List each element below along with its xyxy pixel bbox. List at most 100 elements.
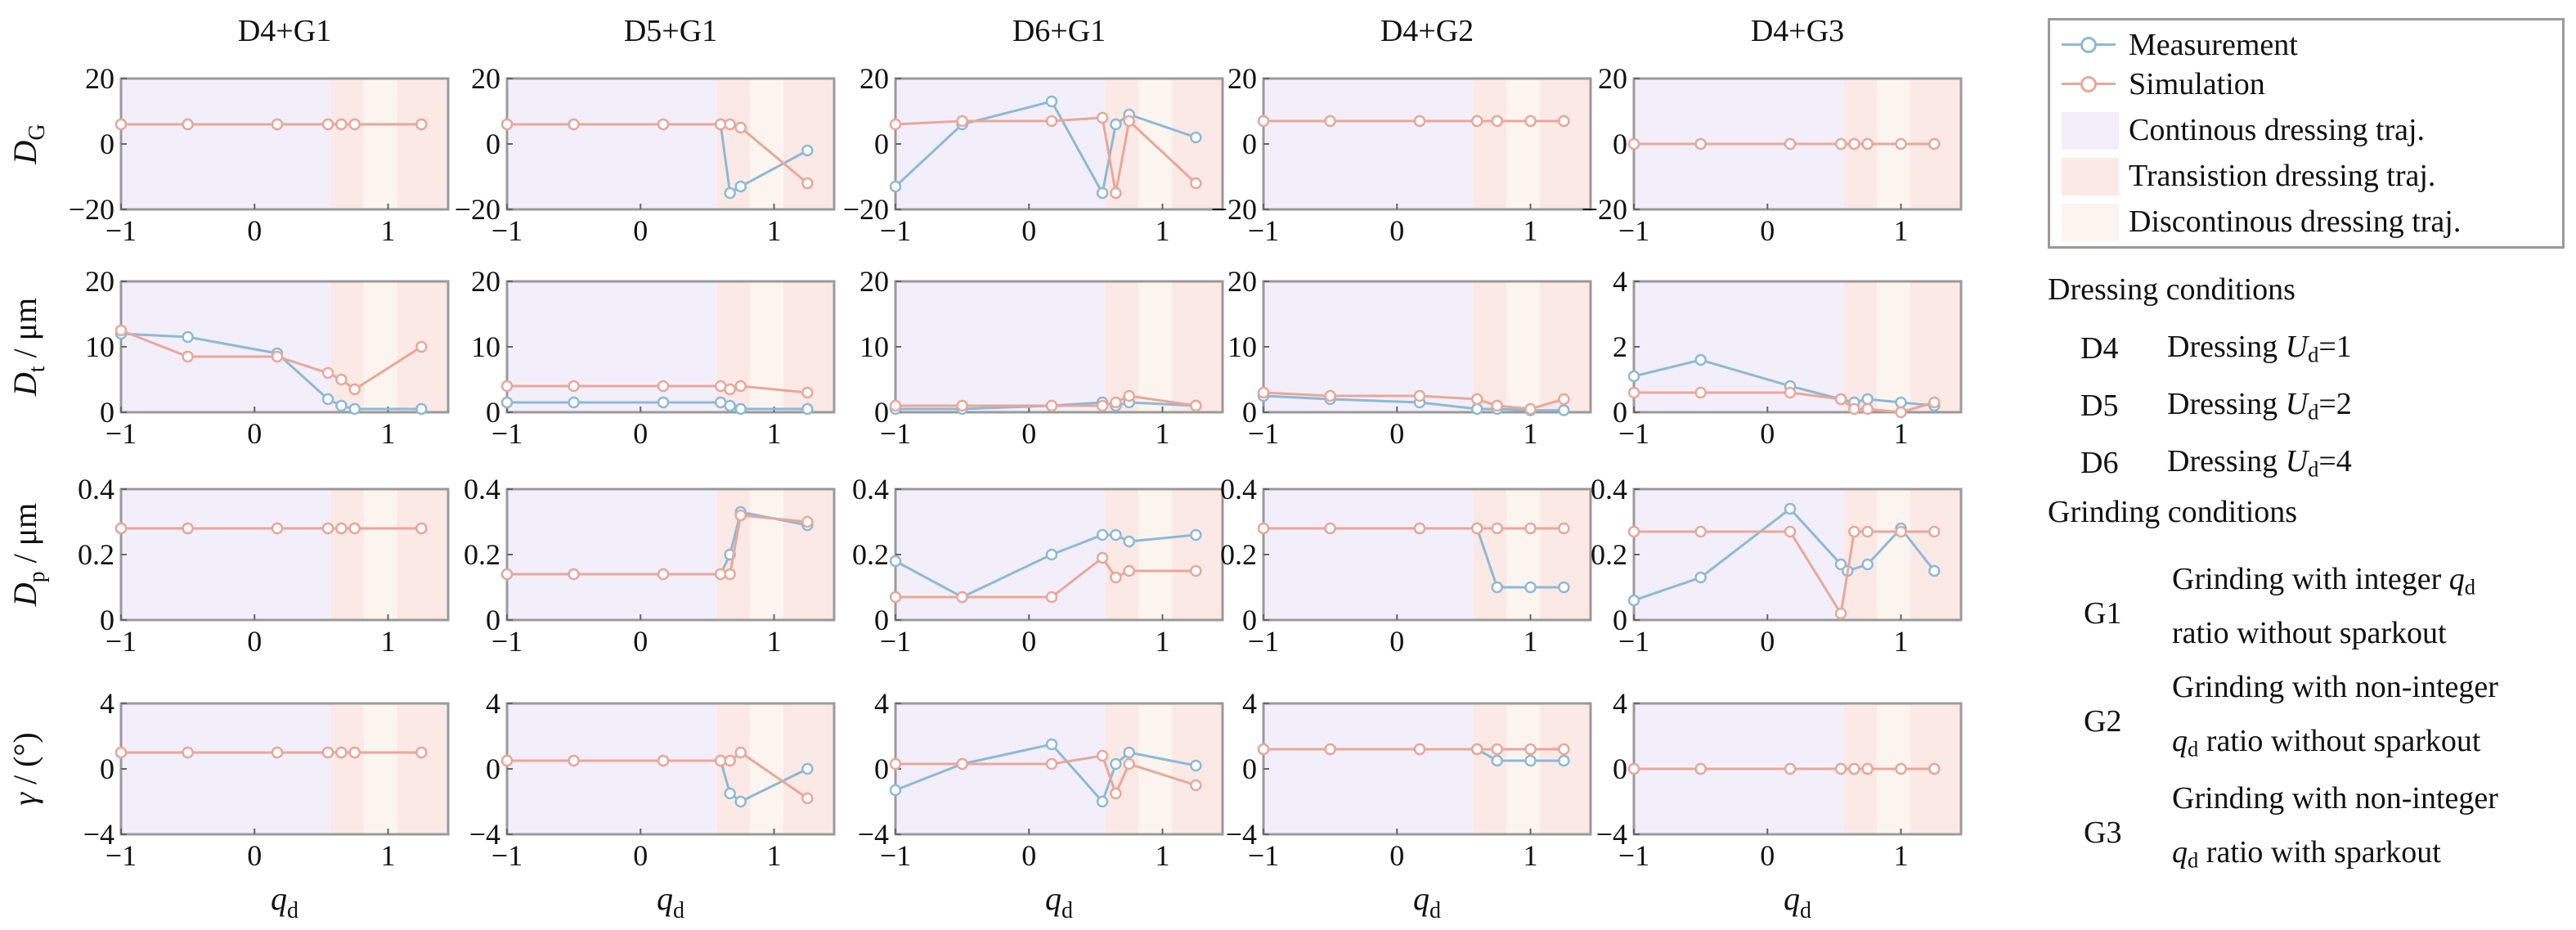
simulation-point bbox=[321, 366, 334, 380]
grinding-code: G1 bbox=[2084, 596, 2122, 631]
x-tick-label: −1 bbox=[880, 839, 911, 872]
simulation-point bbox=[1861, 137, 1874, 151]
simulation-point bbox=[271, 350, 284, 363]
x-tick-label: 1 bbox=[767, 625, 782, 658]
simulation-point bbox=[1848, 525, 1860, 538]
x-tick-label: 1 bbox=[1524, 625, 1538, 658]
grinding-description: Grinding with non-integer qd ratio with … bbox=[2172, 781, 2498, 873]
simulation-point bbox=[657, 118, 670, 131]
measurement-point bbox=[568, 396, 580, 409]
discontinuous-zone bbox=[364, 489, 397, 620]
simulation-point bbox=[1834, 393, 1847, 406]
simulation-point bbox=[1096, 749, 1109, 762]
transition-zone bbox=[1105, 281, 1139, 412]
simulation-point bbox=[734, 121, 747, 134]
simulation-point bbox=[568, 754, 580, 767]
continuous-zone bbox=[895, 79, 1106, 209]
y-tick-label: 4 bbox=[1242, 687, 1257, 720]
continuous-zone bbox=[1263, 703, 1474, 834]
transition-zone bbox=[1171, 489, 1223, 620]
y-tick-label: 0.2 bbox=[78, 538, 114, 571]
column-title: D4+G1 bbox=[238, 14, 331, 48]
simulation-point bbox=[114, 746, 128, 759]
simulation-point bbox=[657, 754, 670, 767]
y-tick-label: 0 bbox=[874, 396, 889, 429]
simulation-point bbox=[1110, 396, 1122, 409]
simulation-point bbox=[114, 522, 128, 535]
transition-zone bbox=[397, 703, 448, 834]
simulation-point bbox=[1694, 762, 1707, 775]
simulation-point bbox=[1848, 137, 1860, 151]
simulation-point bbox=[1694, 525, 1707, 538]
y-tick-label: 10 bbox=[859, 330, 889, 363]
measurement-point bbox=[348, 402, 361, 416]
simulation-point bbox=[568, 118, 580, 131]
continuous-zone bbox=[507, 489, 717, 620]
x-tick-label: 0 bbox=[1389, 839, 1404, 872]
simulation-point bbox=[114, 118, 128, 131]
x-tick-label: −1 bbox=[105, 417, 137, 450]
x-tick-label: 0 bbox=[1021, 214, 1036, 247]
simulation-point bbox=[734, 746, 747, 759]
simulation-point bbox=[1861, 525, 1874, 538]
x-tick-label: −1 bbox=[105, 625, 137, 658]
simulation-point bbox=[1928, 525, 1941, 538]
transition-zone bbox=[783, 489, 834, 620]
y-tick-label: 4 bbox=[486, 687, 500, 720]
discontinuous-zone bbox=[364, 703, 397, 834]
continuous-zone bbox=[121, 489, 331, 620]
simulation-point bbox=[1491, 743, 1503, 756]
discontinuous-zone bbox=[1877, 281, 1910, 412]
simulation-point bbox=[1096, 399, 1109, 412]
simulation-point bbox=[1627, 525, 1640, 538]
simulation-point bbox=[1558, 522, 1570, 535]
x-tick-label: 0 bbox=[247, 839, 262, 872]
simulation-point bbox=[1694, 137, 1707, 151]
simulation-point bbox=[1123, 757, 1135, 771]
simulation-point bbox=[1190, 564, 1202, 577]
legend: Measurement Simulation Continous dressin… bbox=[2048, 18, 2565, 249]
simulation-point bbox=[1928, 762, 1941, 775]
measurement-point bbox=[1123, 535, 1135, 548]
y-tick-label: 0.2 bbox=[852, 538, 889, 571]
simulation-point bbox=[724, 383, 736, 396]
row-ylabel: γ / (°) bbox=[7, 732, 43, 806]
measurement-point bbox=[1895, 396, 1907, 409]
simulation-point bbox=[1096, 111, 1109, 124]
simulation-point bbox=[657, 380, 670, 393]
simulation-point bbox=[348, 746, 361, 759]
simulation-point bbox=[734, 380, 747, 393]
discontinuous-zone bbox=[750, 703, 783, 834]
measurement-point bbox=[1491, 754, 1503, 767]
simulation-point bbox=[1834, 137, 1847, 151]
simulation-point bbox=[1524, 743, 1537, 756]
panel: −1 0 1 −4 0 4 qd bbox=[83, 687, 450, 923]
measurement-point bbox=[1627, 594, 1640, 607]
x-tick-label: −1 bbox=[1248, 839, 1279, 872]
transition-zone bbox=[330, 703, 365, 834]
simulation-point bbox=[1470, 522, 1483, 535]
x-tick-label: −1 bbox=[1248, 214, 1279, 247]
measurement-point bbox=[1123, 746, 1135, 759]
simulation-point bbox=[1045, 399, 1058, 412]
simulation-point bbox=[956, 757, 968, 771]
simulation-point bbox=[568, 380, 580, 393]
simulation-point bbox=[415, 340, 428, 353]
transition-zone-swatch bbox=[2062, 158, 2119, 195]
simulation-point bbox=[182, 746, 194, 759]
simulation-point bbox=[1834, 762, 1847, 775]
continuous-zone bbox=[895, 281, 1106, 412]
y-tick-label: 0 bbox=[1242, 128, 1257, 160]
measurement-point bbox=[1190, 759, 1202, 772]
y-tick-label: 0 bbox=[1242, 753, 1257, 785]
simulation-point bbox=[1784, 386, 1797, 399]
measurement-point bbox=[1784, 502, 1797, 515]
x-tick-label: 1 bbox=[1894, 839, 1909, 872]
transition-zone bbox=[1473, 79, 1507, 209]
measurement-marker-swatch bbox=[2080, 37, 2097, 53]
simulation-point bbox=[1627, 137, 1640, 151]
y-tick-label: 0 bbox=[1613, 753, 1627, 785]
measurement-point bbox=[724, 186, 736, 200]
